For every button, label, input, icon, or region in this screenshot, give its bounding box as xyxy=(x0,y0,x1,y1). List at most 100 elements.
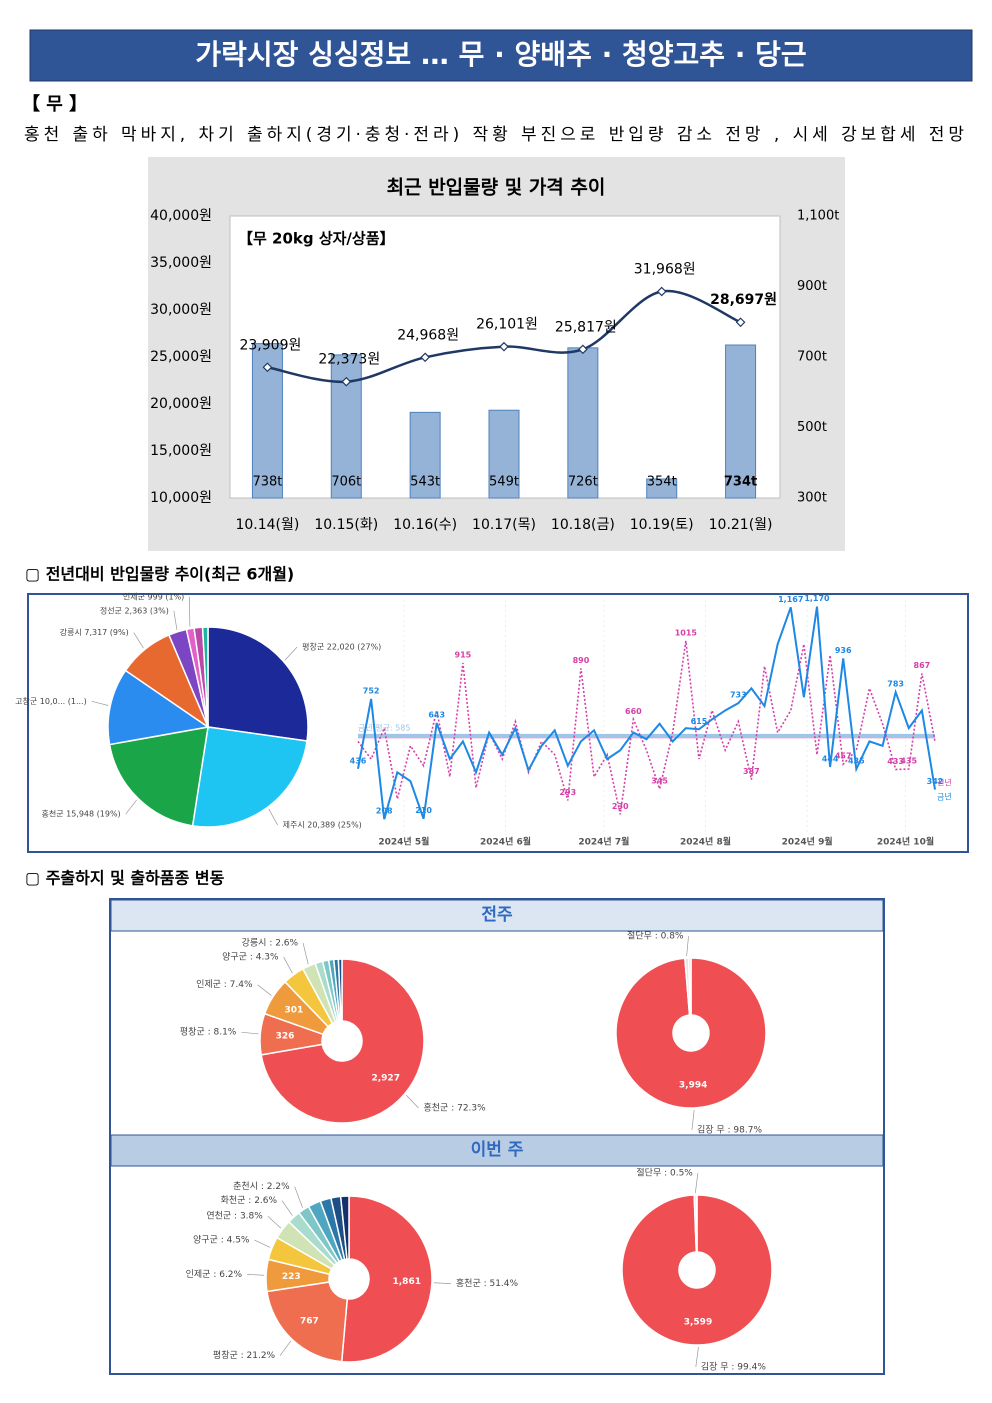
slice xyxy=(687,957,692,1016)
bar-label: 543t xyxy=(410,475,440,490)
point-label: 210 xyxy=(415,806,432,815)
slice-label: 홍천군 : 51.4% xyxy=(456,1277,519,1289)
price-label: 31,968원 xyxy=(634,262,696,278)
leader-line xyxy=(247,1274,265,1276)
y-tick-label: 40,000원 xyxy=(150,208,212,224)
slice-label: 양구군 : 4.5% xyxy=(193,1235,250,1246)
point-label: 230 xyxy=(612,802,629,811)
leader-line xyxy=(281,1200,293,1216)
slice-count: 3,994 xyxy=(679,1081,707,1091)
point-label: 345 xyxy=(651,776,668,785)
x-tick-label: 2024년 7월 xyxy=(578,836,629,848)
point-label: 342 xyxy=(927,777,944,786)
y2-tick-label: 700t xyxy=(797,350,827,365)
point-label: 733 xyxy=(730,691,747,700)
bar xyxy=(409,411,441,499)
price-marker xyxy=(262,362,273,373)
point-label: 752 xyxy=(363,686,380,695)
bar xyxy=(488,409,520,499)
series-line xyxy=(357,606,936,820)
x-tick-label: 10.15(화) xyxy=(314,517,378,533)
slice xyxy=(191,726,308,828)
page-title: 가락시장 싱싱정보 … 무 · 양배추 · 청양고추 · 당근 xyxy=(195,38,806,71)
series-line xyxy=(357,640,936,815)
slice-label: 평창군 : 8.1% xyxy=(180,1027,237,1038)
slice-label: 연천군 : 3.8% xyxy=(206,1211,263,1222)
point-label: 436 xyxy=(350,756,367,765)
leader-line xyxy=(405,1094,419,1109)
slice-label: 김장 무 : 99.4% xyxy=(701,1360,766,1372)
chart-annotation: 【무 20kg 상자/상품】 xyxy=(238,230,395,248)
point-label: 1015 xyxy=(675,628,698,637)
leader-line xyxy=(133,632,144,649)
price-marker xyxy=(341,376,352,387)
slice-label: 절단무 : 0.8% xyxy=(627,930,684,942)
price-label: 25,817원 xyxy=(555,319,617,335)
x-tick-label: 10.17(목) xyxy=(472,517,536,533)
slice-label: 강릉시 7,317 (9%) xyxy=(60,627,129,637)
leader-line xyxy=(279,1340,292,1356)
slice xyxy=(266,1281,349,1363)
panel-header xyxy=(110,899,884,932)
point-label: 783 xyxy=(887,680,904,689)
point-label: 1,167 xyxy=(778,595,803,604)
slice xyxy=(108,726,209,827)
point-label: 936 xyxy=(835,646,852,655)
slice-label: 고창군 10,0... (1...) xyxy=(15,697,87,706)
price-marker xyxy=(735,317,746,328)
x-tick-label: 2024년 8월 xyxy=(680,836,731,848)
slice-count: 301 xyxy=(284,1006,303,1016)
leader-line xyxy=(254,1239,271,1248)
x-tick-label: 10.16(수) xyxy=(393,517,457,533)
slice xyxy=(107,669,210,746)
leader-line xyxy=(188,596,191,627)
slice-label: 화천군 : 2.6% xyxy=(221,1195,278,1206)
y-tick-label: 30,000원 xyxy=(150,302,212,318)
slice-label: 제주시 20,389 (25%) xyxy=(283,821,362,830)
x-tick-label: 2024년 9월 xyxy=(782,836,833,848)
section-heading: ▢ 전년대비 반입물량 추이(최근 6개월) xyxy=(25,565,294,584)
point-label: 208 xyxy=(376,807,393,816)
slice xyxy=(340,1195,433,1363)
bar-label: 726t xyxy=(568,475,598,490)
price-marker xyxy=(499,341,509,352)
slice-label: 양구군 : 4.3% xyxy=(222,952,279,963)
slice-count: 223 xyxy=(282,1272,301,1282)
chart-title: 최근 반입물량 및 가격 추이 xyxy=(387,177,606,199)
bar-label: 354t xyxy=(647,475,677,490)
slice-count: 1,861 xyxy=(393,1277,421,1287)
slice-label: 정선군 2,363 (3%) xyxy=(100,605,169,615)
x-tick-label: 10.19(토) xyxy=(630,517,694,533)
point-label: 433 xyxy=(887,757,904,766)
x-tick-label: 2024년 6월 xyxy=(480,836,531,848)
leader-line xyxy=(691,1109,695,1130)
panel-title: 전주 xyxy=(481,905,513,925)
y-tick-label: 20,000원 xyxy=(150,396,212,412)
legend-label: 금년 xyxy=(937,792,952,802)
slice xyxy=(615,957,767,1109)
point-label: 435 xyxy=(900,757,917,766)
slice-label: 홍천군 : 72.3% xyxy=(424,1102,487,1114)
point-label: 387 xyxy=(743,767,760,776)
slice-count: 3,599 xyxy=(684,1318,712,1328)
leader-line xyxy=(91,700,109,706)
point-label: 444 xyxy=(822,755,839,764)
slice xyxy=(201,626,209,728)
leader-line xyxy=(433,1282,451,1284)
slice-label: 인제군 999 (1%) xyxy=(123,591,184,601)
y2-tick-label: 300t xyxy=(797,491,827,506)
price-label: 23,909원 xyxy=(239,337,301,353)
leader-line xyxy=(302,942,309,965)
y-tick-label: 15,000원 xyxy=(150,443,212,459)
leader-line xyxy=(284,646,298,661)
y-tick-label: 35,000원 xyxy=(150,255,212,271)
legend-label: 전년 xyxy=(937,778,952,788)
average-label: 금년 평균: 585 xyxy=(358,722,411,732)
leader-line xyxy=(173,610,178,630)
point-label: 457 xyxy=(835,752,852,761)
price-marker xyxy=(656,286,667,297)
point-label: 293 xyxy=(559,788,576,797)
leader-line xyxy=(241,1031,259,1035)
